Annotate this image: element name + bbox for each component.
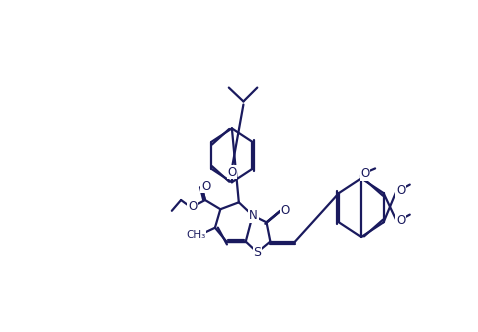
Text: CH₃: CH₃ bbox=[186, 230, 206, 240]
Text: O: O bbox=[227, 166, 237, 179]
Text: O: O bbox=[396, 184, 405, 197]
Text: O: O bbox=[188, 200, 197, 213]
Text: S: S bbox=[253, 246, 261, 259]
Text: O: O bbox=[396, 214, 405, 227]
Text: O: O bbox=[360, 167, 369, 180]
Text: O: O bbox=[201, 180, 210, 193]
Text: N: N bbox=[249, 209, 258, 222]
Text: O: O bbox=[281, 204, 290, 216]
